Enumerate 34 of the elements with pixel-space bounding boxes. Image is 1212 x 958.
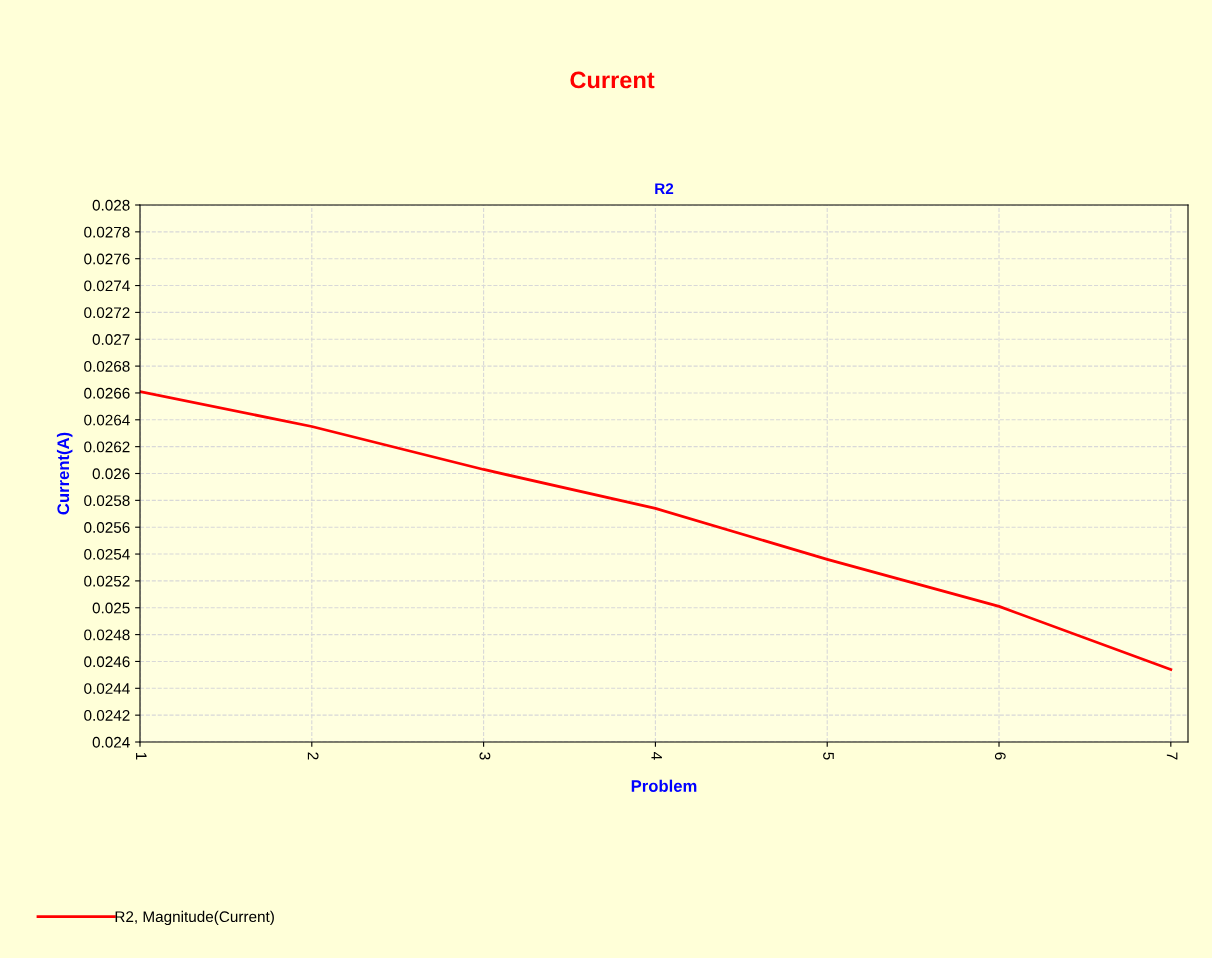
y-tick-label: 0.0262 [84, 441, 130, 453]
x-tick-label: 5 [823, 752, 834, 760]
chart-subtitle: R2 [655, 183, 674, 194]
y-tick-label: 0.0268 [84, 360, 130, 372]
line-series [140, 390, 1173, 671]
y-tick-label: 0.027 [92, 334, 130, 345]
x-tick-label: 6 [994, 752, 1006, 760]
chart-title: Current [570, 71, 655, 89]
y-tick-label: 0.0244 [84, 683, 130, 694]
x-axis-title: Problem [631, 779, 697, 792]
y-tick-label: 0.0276 [84, 253, 130, 265]
y-tick-label: 0.026 [92, 468, 130, 480]
legend-label: R2, Magnitude(Current) [115, 910, 274, 926]
x-tick-label: 4 [651, 752, 662, 760]
y-tick-label: 0.0272 [84, 307, 130, 319]
x-tick-label: 1 [136, 752, 147, 760]
y-tick-label: 0.028 [92, 199, 130, 211]
y-tick-label: 0.0278 [84, 226, 130, 238]
y-tick-label: 0.0274 [84, 280, 130, 292]
y-tick-label: 0.0256 [84, 522, 130, 533]
y-tick-label: 0.0258 [84, 495, 130, 507]
y-tick-label: 0.0254 [84, 548, 130, 560]
x-tick-label: 7 [1166, 752, 1178, 760]
y-tick-label: 0.0246 [84, 656, 130, 668]
y-tick-label: 0.0248 [84, 629, 130, 641]
x-tick-label: 3 [479, 752, 491, 760]
y-tick-label: 0.0242 [84, 710, 130, 721]
x-tick-label: 2 [307, 752, 319, 760]
y-tick-label: 0.024 [92, 736, 130, 748]
y-tick-label: 0.0252 [84, 575, 130, 587]
y-tick-label: 0.025 [92, 602, 130, 614]
y-tick-label: 0.0264 [84, 414, 130, 426]
y-axis-title: Current(A) [56, 432, 73, 515]
y-tick-label: 0.0266 [84, 387, 130, 399]
